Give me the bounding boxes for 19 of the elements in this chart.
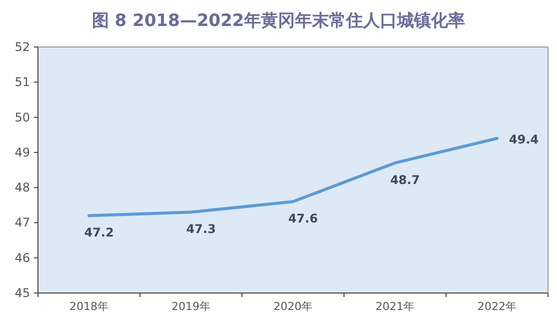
- data-label: 47.2: [84, 226, 114, 240]
- x-tick-label: 2020年: [274, 300, 312, 313]
- x-tick-label: 2018年: [70, 300, 108, 313]
- y-tick-label: 49: [14, 145, 30, 160]
- y-tick-label: 46: [14, 250, 30, 265]
- y-tick-label: 45: [14, 286, 30, 300]
- data-label: 47.3: [186, 222, 216, 236]
- title: 图 8 2018—2022年黄冈年末常住人口城镇化率: [92, 11, 466, 31]
- data-label: 47.6: [288, 212, 318, 226]
- y-tick-label: 51: [14, 75, 30, 90]
- x-tick-label: 2021年: [376, 300, 414, 313]
- y-tick-label: 47: [14, 216, 30, 230]
- x-tick-label: 2022年: [478, 300, 516, 313]
- data-label: 48.7: [390, 172, 420, 187]
- data-label: 49.4: [509, 132, 539, 146]
- y-tick-label: 52: [14, 40, 30, 54]
- x-tick-label: 2019年: [172, 300, 210, 313]
- y-tick-label: 48: [14, 180, 30, 195]
- y-tick-label: 50: [14, 110, 30, 124]
